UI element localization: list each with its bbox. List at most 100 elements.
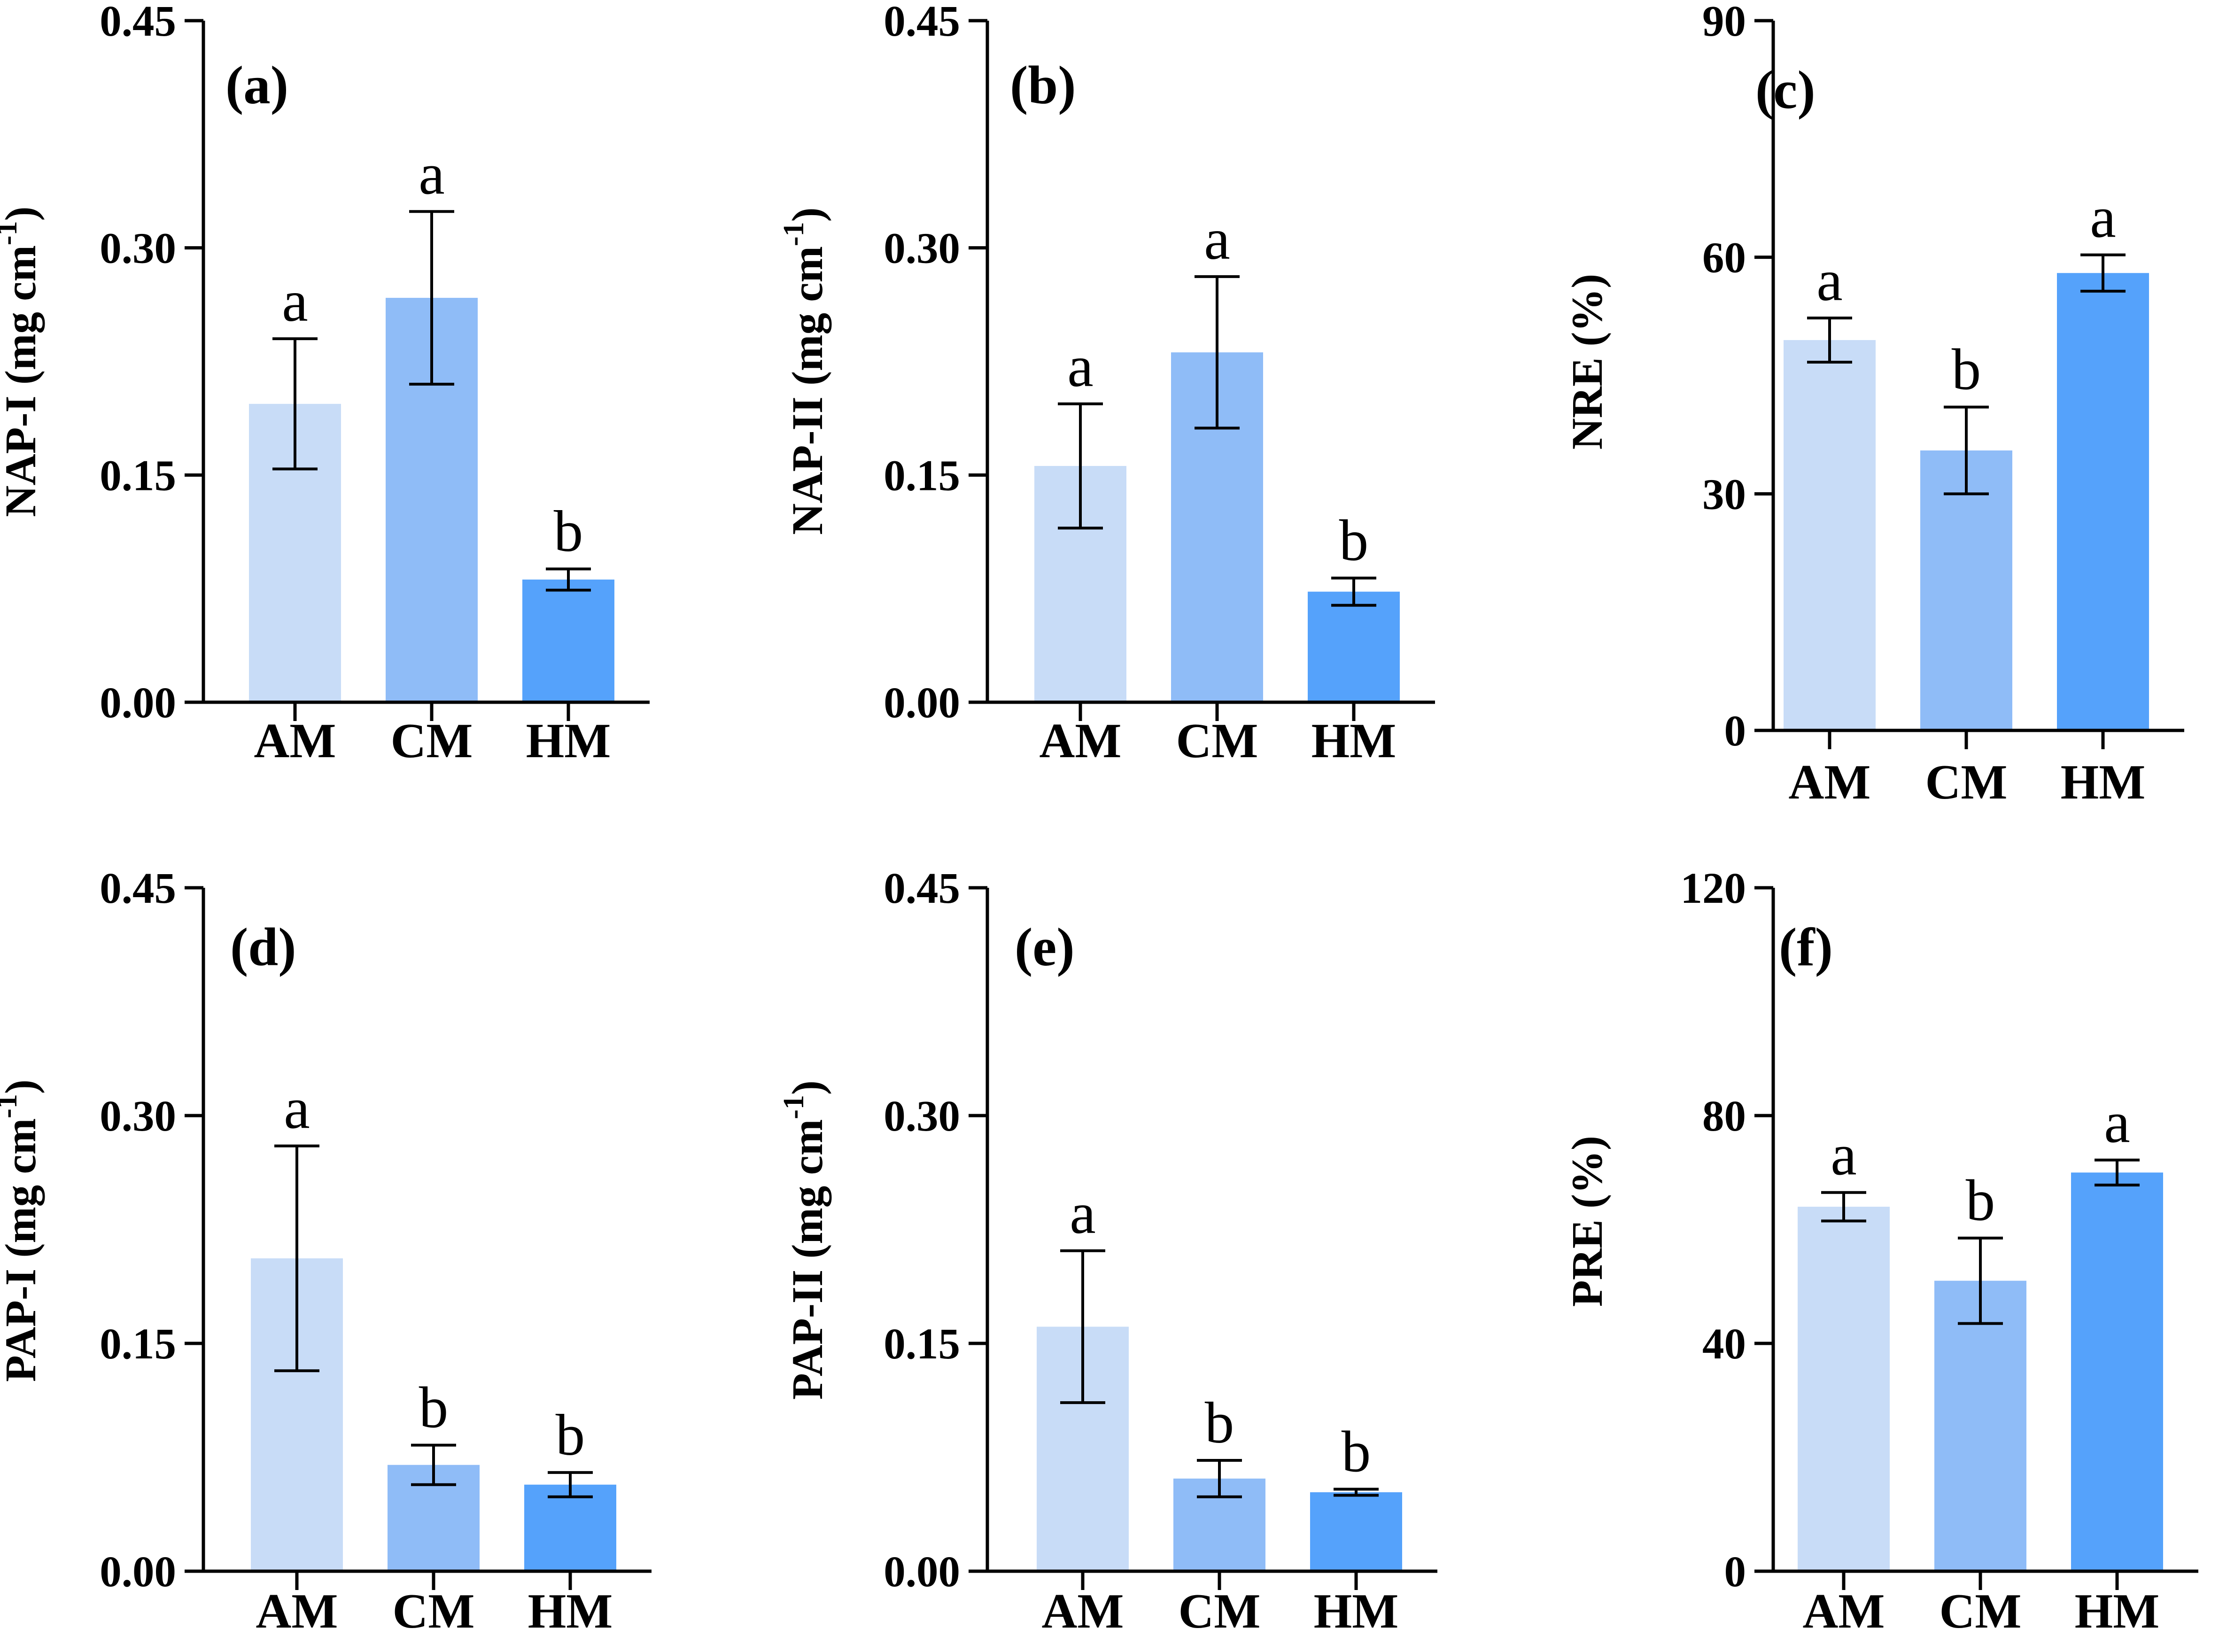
y-axis-title-superscript: -1 — [778, 1095, 810, 1119]
significance-letter-hm: a — [2090, 186, 2116, 250]
y-tick-label: 0.45 — [884, 864, 960, 913]
x-tick-label-am: AM — [256, 1583, 338, 1638]
y-axis-title-end: ) — [784, 207, 832, 222]
y-axis-title-superscript: -1 — [0, 1094, 23, 1118]
significance-letter-am: a — [1070, 1181, 1095, 1246]
panel-label: (d) — [230, 917, 296, 977]
bar-am — [1798, 1207, 1890, 1571]
y-tick-label: 0.00 — [100, 1548, 176, 1596]
panel-label: (a) — [225, 55, 288, 115]
y-tick-label: 40 — [1702, 1320, 1746, 1368]
x-tick-label-hm: HM — [2075, 1583, 2160, 1638]
panel-d: a AM b CM b HM 0.00 0.15 0.30 0.45 PAP-I (mg cm-1)… — [0, 864, 652, 1638]
x-tick-label-hm: HM — [2061, 754, 2146, 809]
y-axis-title-main: NAP-II (mg cm — [784, 246, 832, 535]
x-tick-label-cm: CM — [1940, 1583, 2022, 1638]
x-tick-label-hm: HM — [528, 1583, 613, 1638]
y-tick-label: 0.45 — [100, 0, 176, 46]
y-axis-title: NAP-II (mg cm-1) — [778, 207, 832, 535]
y-tick-label: 0.00 — [884, 679, 960, 727]
x-tick-label-cm: CM — [1179, 1583, 1261, 1638]
significance-letter-cm: b — [419, 1376, 449, 1441]
bar-cm — [1920, 450, 2012, 730]
x-tick-label-cm: CM — [391, 713, 473, 768]
y-axis-title-main: NAP-I (mg cm — [0, 245, 45, 517]
y-tick-label: 30 — [1702, 470, 1746, 519]
significance-letter-cm: a — [419, 142, 444, 207]
panel-label: (c) — [1755, 60, 1816, 120]
y-tick-label: 120 — [1681, 864, 1746, 913]
significance-letter-am: a — [282, 269, 308, 334]
y-axis-title-main: PAP-I (mg cm — [0, 1118, 45, 1382]
x-tick-label-cm: CM — [1925, 754, 2008, 809]
bar-hm — [1310, 1492, 1402, 1571]
panel-label: (f) — [1779, 917, 1833, 977]
x-tick-label-am: AM — [254, 713, 336, 768]
y-tick-label: 0.45 — [100, 864, 176, 913]
y-tick-label: 0.15 — [884, 1320, 960, 1368]
significance-letter-cm: b — [1205, 1391, 1234, 1456]
y-axis-title: PAP-II (mg cm-1) — [778, 1080, 832, 1400]
bar-hm — [524, 1484, 616, 1571]
x-tick-label-cm: CM — [393, 1583, 475, 1638]
y-axis-title-end: ) — [0, 1079, 45, 1094]
y-axis-title-end: ) — [0, 206, 45, 221]
y-tick-label: 0.30 — [100, 225, 176, 273]
y-axis-title-end: ) — [784, 1080, 832, 1095]
y-tick-label: 60 — [1702, 234, 1746, 282]
bar-am — [1784, 340, 1876, 730]
y-tick-label: 80 — [1702, 1092, 1746, 1140]
significance-letter-am: a — [1816, 248, 1842, 313]
x-tick-label-hm: HM — [1311, 713, 1397, 768]
panel-e: a AM b CM b HM 0.00 0.15 0.30 0.45 PAP-II (mg cm-1… — [778, 864, 1437, 1638]
significance-letter-am: a — [284, 1077, 310, 1141]
x-tick-label-cm: CM — [1176, 713, 1258, 768]
y-tick-label: 0 — [1724, 707, 1746, 755]
y-axis-title: PRE (%) — [1563, 1136, 1612, 1307]
y-tick-label: 90 — [1702, 0, 1746, 46]
bar-hm — [522, 579, 614, 702]
bar-hm — [1308, 591, 1400, 702]
y-tick-label: 0.00 — [884, 1548, 960, 1596]
bar-cm — [1934, 1280, 2026, 1571]
y-tick-label: 0.45 — [884, 0, 960, 46]
significance-letter-am: a — [1067, 334, 1093, 399]
panel-label: (e) — [1015, 917, 1075, 977]
panel-a: a AM a CM b HM 0.00 0.15 0.30 0.45 NAP-I (mg cm-1)… — [0, 0, 650, 768]
significance-letter-hm: a — [2104, 1091, 2130, 1156]
y-tick-label: 0.15 — [884, 451, 960, 500]
panel-f: a AM b CM a HM 0 40 80 120 PRE (%) (f) — [1563, 864, 2198, 1638]
bar-hm — [2057, 273, 2149, 730]
significance-letter-cm: b — [1952, 338, 1981, 403]
y-axis-title-superscript: -1 — [0, 221, 23, 245]
significance-letter-am: a — [1831, 1123, 1856, 1188]
x-tick-label-am: AM — [1040, 713, 1122, 768]
significance-letter-cm: a — [1204, 207, 1230, 272]
y-axis-title: NRE (%) — [1563, 274, 1612, 450]
x-tick-label-am: AM — [1803, 1583, 1885, 1638]
panel-c: a AM b CM a HM 0 30 60 90 NRE (%) (c) — [1563, 0, 2184, 809]
y-axis-title-main: NRE (%) — [1563, 274, 1612, 450]
y-axis-title: NAP-I (mg cm-1) — [0, 206, 45, 517]
significance-letter-hm: b — [1342, 1419, 1371, 1484]
bar-hm — [2071, 1172, 2163, 1571]
significance-letter-hm: b — [1339, 509, 1369, 574]
y-tick-label: 0.30 — [884, 225, 960, 273]
x-tick-label-hm: HM — [1314, 1583, 1399, 1638]
x-tick-label-am: AM — [1042, 1583, 1124, 1638]
y-tick-label: 0.00 — [100, 679, 176, 727]
panel-b: a AM a CM b HM 0.00 0.15 0.30 0.45 NAP-II (mg cm-1… — [778, 0, 1435, 768]
y-tick-label: 0.15 — [100, 1320, 176, 1368]
y-tick-label: 0.30 — [100, 1092, 176, 1140]
x-tick-label-hm: HM — [526, 713, 611, 768]
y-axis-title-main: PAP-II (mg cm — [784, 1119, 832, 1400]
y-tick-label: 0.15 — [100, 451, 176, 500]
y-tick-label: 0.30 — [884, 1092, 960, 1140]
y-tick-label: 0 — [1724, 1548, 1746, 1596]
y-axis-title: PAP-I (mg cm-1) — [0, 1079, 45, 1382]
significance-letter-hm: b — [556, 1403, 585, 1468]
y-axis-title-superscript: -1 — [778, 222, 810, 246]
significance-letter-cm: b — [1966, 1169, 1995, 1233]
y-axis-title-main: PRE (%) — [1563, 1136, 1612, 1307]
significance-letter-hm: b — [554, 499, 583, 564]
